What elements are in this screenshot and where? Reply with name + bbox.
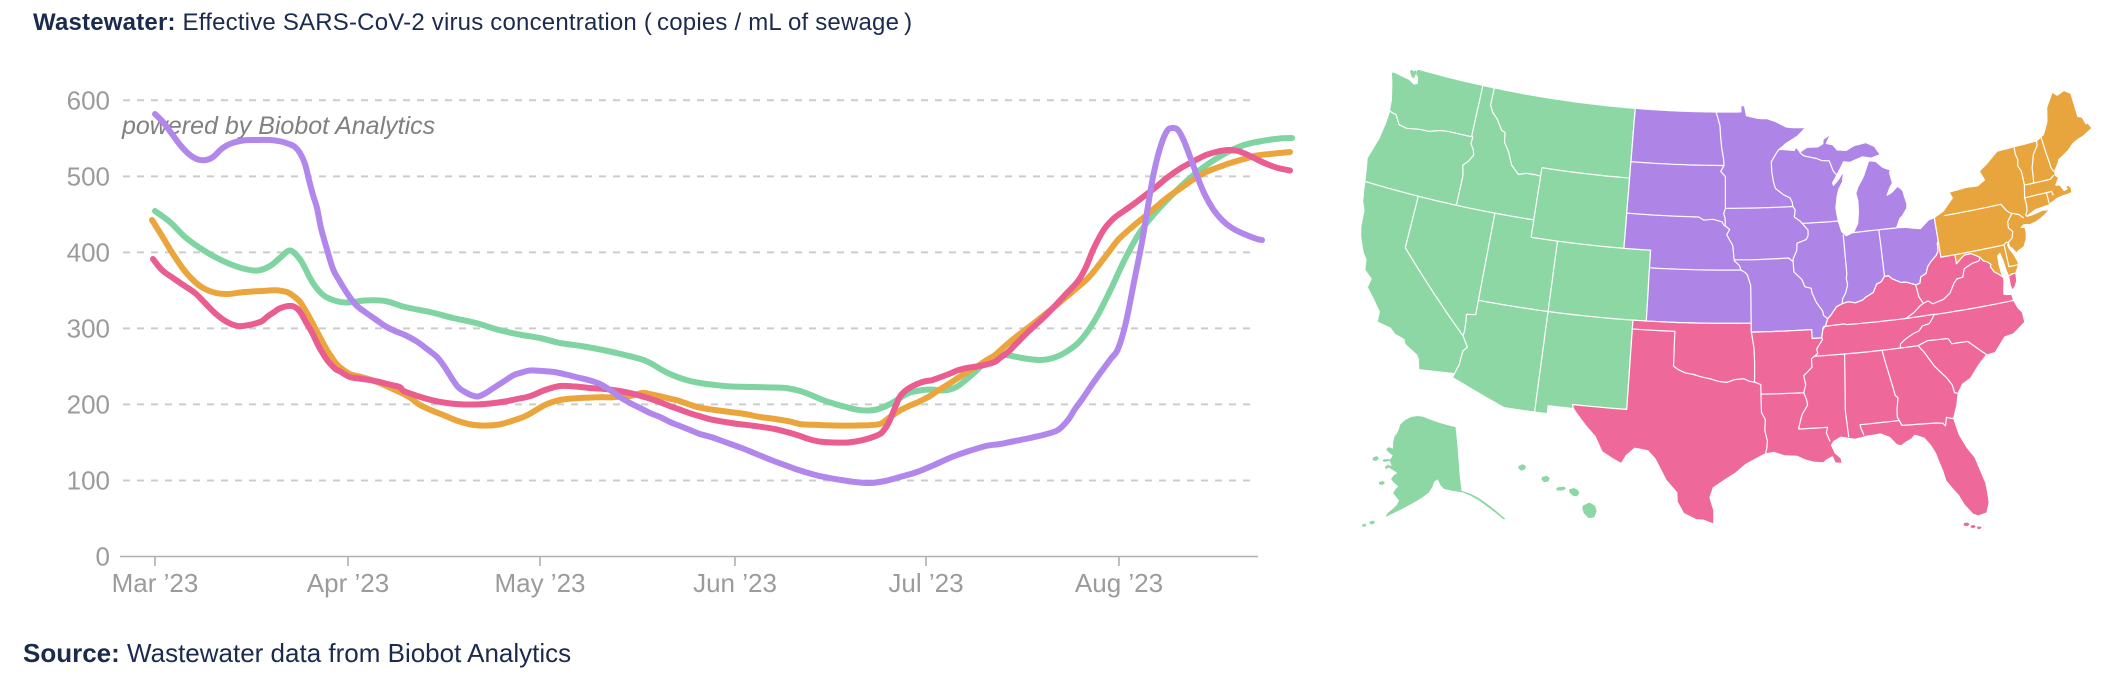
svg-text:300: 300 — [67, 313, 110, 343]
svg-text:0: 0 — [96, 542, 110, 572]
svg-text:Mar ’23: Mar ’23 — [112, 568, 199, 598]
svg-text:100: 100 — [67, 466, 110, 496]
svg-text:Aug ’23: Aug ’23 — [1075, 568, 1163, 598]
svg-text:600: 600 — [67, 85, 110, 115]
svg-text:500: 500 — [67, 161, 110, 191]
svg-text:Apr ’23: Apr ’23 — [307, 568, 389, 598]
svg-text:200: 200 — [67, 389, 110, 419]
svg-text:Jun ’23: Jun ’23 — [693, 568, 777, 598]
svg-text:May ’23: May ’23 — [494, 568, 585, 598]
svg-text:Jul ’23: Jul ’23 — [888, 568, 963, 598]
svg-text:400: 400 — [67, 237, 110, 267]
